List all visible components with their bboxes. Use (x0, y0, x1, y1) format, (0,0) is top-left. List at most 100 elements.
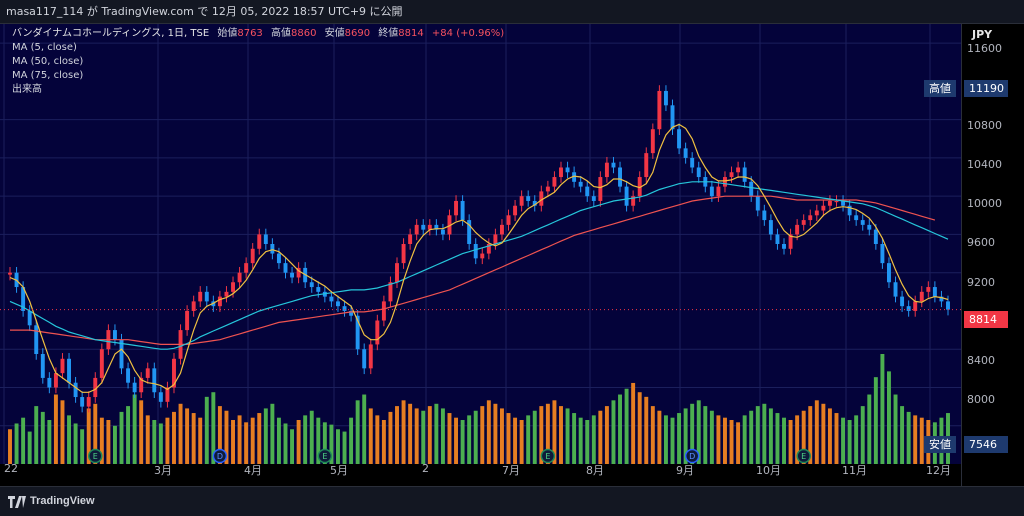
candle-body (782, 244, 786, 249)
candle-body (821, 205, 826, 211)
candle-body (808, 215, 813, 221)
volume-bar (657, 410, 662, 464)
candle-body (231, 282, 235, 292)
volume-bar (591, 415, 596, 464)
earnings-marker-letter: E (545, 452, 550, 461)
candle-body (873, 229, 878, 244)
volume-bar (80, 429, 85, 464)
candle-body (814, 210, 819, 216)
candle-body (349, 310, 354, 316)
candle-body (631, 196, 636, 206)
candle-body (414, 224, 419, 235)
candle-body (263, 234, 268, 244)
volume-bar (919, 417, 924, 464)
volume-bar (27, 431, 32, 464)
candle-body (657, 90, 662, 130)
candle-body (172, 358, 176, 388)
candle-body (519, 196, 524, 206)
candle-body (860, 220, 865, 225)
volume-bar (362, 394, 367, 464)
volume-bar (473, 410, 478, 464)
volume-bar (716, 415, 721, 464)
volume-bar (145, 415, 150, 464)
candle-body (696, 167, 701, 178)
indicator-volume[interactable]: 出来高 (12, 84, 42, 95)
candle-body (834, 200, 839, 203)
tradingview-logo-icon[interactable] (8, 496, 26, 508)
indicator-ma5[interactable]: MA (5, close) (12, 42, 77, 53)
tradingview-brand[interactable]: TradingView (30, 495, 95, 507)
last-price-marker: 8814 (964, 311, 1008, 328)
candle-body (86, 397, 91, 407)
volume-bar (112, 425, 117, 464)
candle-body (270, 244, 275, 254)
volume-bar (34, 406, 39, 464)
candle-body (375, 320, 380, 345)
volume-bar (454, 417, 459, 464)
volume-bar (8, 429, 12, 464)
earnings-marker-letter: E (93, 452, 98, 461)
volume-bar (191, 413, 196, 464)
volume-bar (513, 417, 518, 464)
candle-body (598, 177, 603, 201)
volume-bar (165, 417, 170, 464)
candle-body (788, 234, 793, 249)
indicator-ma75[interactable]: MA (75, close) (12, 70, 84, 81)
price-tick: 11600 (967, 42, 1002, 55)
candle-body (132, 382, 137, 393)
price-axis[interactable] (961, 24, 1024, 486)
time-tick: 5月 (330, 464, 348, 477)
candle-body (80, 397, 85, 407)
volume-bar (185, 408, 190, 464)
candle-body (847, 205, 852, 216)
volume-bar (821, 403, 826, 464)
candle-body (467, 220, 472, 244)
candle-body (244, 263, 249, 273)
volume-bar (86, 408, 91, 464)
candle-body (526, 196, 531, 201)
symbol-name[interactable]: バンダイナムコホールディングス, 1日, TSE (12, 28, 210, 39)
currency-label[interactable]: JPY (972, 28, 993, 41)
volume-bar (342, 431, 347, 464)
volume-bar (847, 420, 852, 464)
volume-bar (388, 411, 393, 464)
time-tick: 3月 (154, 464, 172, 477)
candle-body (572, 172, 577, 182)
price-tick: 9200 (967, 276, 995, 289)
candle-body (440, 229, 445, 235)
time-tick: 9月 (676, 464, 694, 477)
volume-bar (893, 394, 898, 464)
volume-bar (316, 417, 321, 464)
candle-body (368, 344, 373, 369)
candle-body (34, 325, 39, 354)
candle-body (827, 200, 832, 206)
candle-body (604, 162, 609, 178)
volume-bar (565, 408, 570, 464)
volume-bar (913, 415, 918, 464)
volume-bar (906, 411, 911, 464)
candle-body (112, 330, 117, 340)
candle-body (841, 200, 846, 206)
candle-body (683, 148, 688, 158)
volume-bar (336, 429, 340, 464)
change-value: +84 (+0.96%) (431, 28, 505, 39)
time-tick: 4月 (244, 464, 262, 477)
candle-body (21, 287, 26, 311)
volume-bar (53, 394, 58, 464)
volume-bar (585, 420, 590, 464)
volume-bar (618, 394, 622, 464)
open-value: 8763 (237, 28, 263, 39)
candle-body (204, 291, 209, 302)
indicator-ma50[interactable]: MA (50, close) (12, 56, 84, 67)
candle-body (67, 358, 72, 383)
volume-bar (467, 415, 472, 464)
volume-bar (860, 406, 865, 464)
candle-body (801, 220, 806, 225)
candle-body (493, 234, 498, 244)
candle-body (395, 263, 399, 283)
volume-bar (827, 408, 832, 464)
earnings-marker-letter: D (217, 452, 223, 461)
earnings-marker-letter: E (801, 452, 806, 461)
volume-bar (309, 410, 314, 464)
